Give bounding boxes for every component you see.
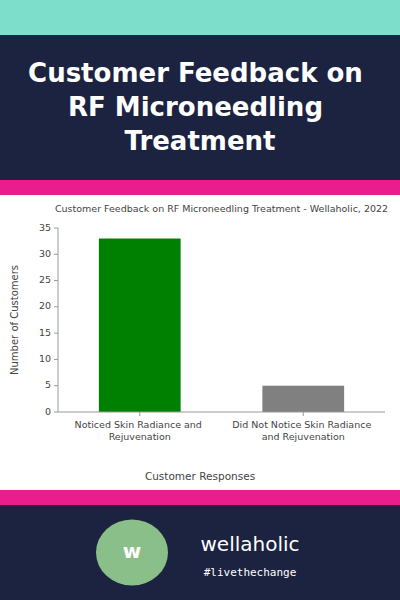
bar	[262, 386, 344, 412]
x-tick-label-line: Rejuvenation	[109, 431, 171, 442]
header-band	[0, 35, 400, 180]
header-line: Customer Feedback on	[28, 58, 372, 88]
footer-band	[0, 505, 400, 600]
x-tick	[303, 412, 304, 416]
header-line: Treatment	[125, 126, 276, 156]
header-line: RF Microneedling	[68, 92, 332, 122]
y-tick	[54, 254, 58, 255]
bars	[99, 239, 344, 412]
logo	[96, 520, 168, 586]
chart-title: Customer Feedback on RF Microneedling Tr…	[55, 203, 388, 214]
chart-panel	[0, 195, 400, 490]
logo-letter: w	[123, 539, 141, 563]
y-tick-label: 30	[39, 248, 51, 259]
y-tick	[54, 280, 58, 281]
y-tick	[54, 385, 58, 386]
y-tick	[54, 306, 58, 307]
infographic: Customer Feedback on RF Microneedling Tr…	[0, 0, 400, 600]
x-tick-label-line: and Rejuvenation	[262, 431, 345, 442]
x-tick	[139, 412, 140, 416]
stripe	[0, 490, 400, 505]
y-tick-label: 35	[39, 222, 51, 233]
bar	[99, 239, 181, 412]
header-title: Customer Feedback on RF Microneedling Tr…	[28, 58, 372, 156]
y-tick-label: 10	[39, 353, 51, 364]
x-tick-label: Did Not Notice Skin Radiance and Rejuven…	[232, 419, 374, 442]
y-tick	[54, 333, 58, 334]
x-tick-label-line: Noticed Skin Radiance and	[75, 419, 205, 430]
y-tick-label: 5	[45, 379, 51, 390]
y-tick	[54, 412, 58, 413]
x-tick-label-line: Did Not Notice Skin Radiance	[232, 419, 374, 430]
y-axis-line	[58, 228, 59, 412]
x-axis-line	[58, 412, 385, 413]
y-tick-label: 25	[39, 274, 51, 285]
y-tick-label: 0	[45, 406, 51, 417]
top-band	[0, 0, 400, 35]
footer-brand: wellaholic	[200, 532, 299, 556]
y-tick-label: 15	[39, 327, 51, 338]
y-tick	[54, 359, 58, 360]
y-tick-label: 20	[39, 300, 51, 311]
x-axis-label: Customer Responses	[145, 470, 255, 482]
x-tick-label: Noticed Skin Radiance and Rejuvenation	[75, 419, 205, 442]
footer-tagline: #livethechange	[204, 566, 297, 579]
y-axis-label: Number of Customers	[9, 265, 20, 375]
y-tick	[54, 228, 58, 229]
stripe	[0, 180, 400, 195]
